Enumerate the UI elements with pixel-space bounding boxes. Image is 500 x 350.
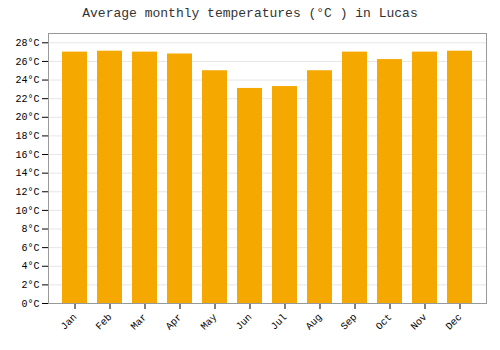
svg-text:Apr: Apr bbox=[164, 312, 185, 333]
svg-text:16°C: 16°C bbox=[15, 150, 39, 161]
svg-text:Aug: Aug bbox=[304, 312, 325, 333]
svg-text:10°C: 10°C bbox=[15, 206, 39, 217]
svg-text:6°C: 6°C bbox=[21, 243, 39, 254]
svg-text:Nov: Nov bbox=[409, 312, 430, 333]
svg-text:May: May bbox=[199, 312, 220, 333]
svg-text:Feb: Feb bbox=[94, 312, 115, 333]
svg-text:26°C: 26°C bbox=[15, 57, 39, 68]
svg-text:14°C: 14°C bbox=[15, 168, 39, 179]
svg-text:12°C: 12°C bbox=[15, 187, 39, 198]
html-text:Average monthly temperatures (: Average monthly temperatures (°C ) in Lu… bbox=[82, 6, 418, 21]
svg-text:Jan: Jan bbox=[59, 312, 80, 333]
svg-text:8°C: 8°C bbox=[21, 224, 39, 235]
svg-text:4°C: 4°C bbox=[21, 261, 39, 272]
svg-text:Jun: Jun bbox=[234, 312, 255, 333]
svg-text:Sep: Sep bbox=[339, 312, 360, 333]
svg-text:28°C: 28°C bbox=[15, 38, 39, 49]
svg-text:Mar: Mar bbox=[129, 312, 150, 333]
svg-text:20°C: 20°C bbox=[15, 112, 39, 123]
svg-text:Dec: Dec bbox=[444, 312, 465, 333]
svg-text:22°C: 22°C bbox=[15, 94, 39, 105]
svg-text:Oct: Oct bbox=[374, 312, 395, 333]
svg-text:24°C: 24°C bbox=[15, 75, 39, 86]
svg-text:Jul: Jul bbox=[269, 312, 290, 333]
svg-text:0°C: 0°C bbox=[21, 299, 39, 310]
svg-text:2°C: 2°C bbox=[21, 280, 39, 291]
svg-text:18°C: 18°C bbox=[15, 131, 39, 142]
